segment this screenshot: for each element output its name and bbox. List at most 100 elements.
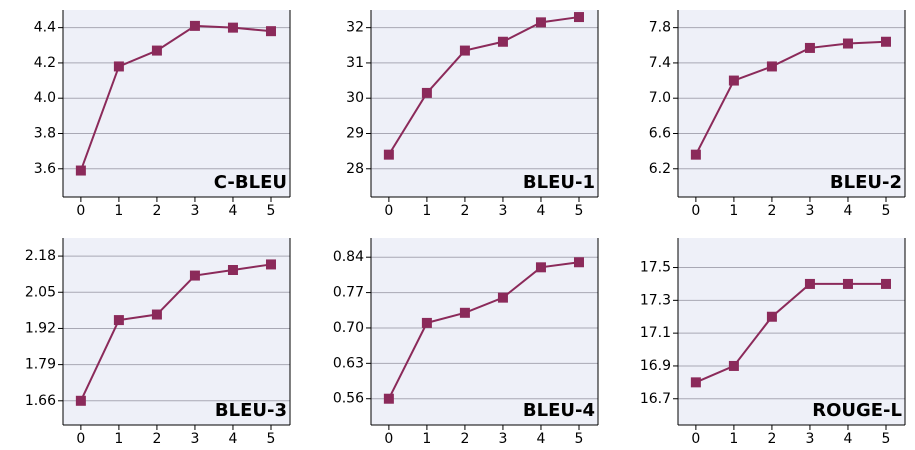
marker	[728, 75, 739, 86]
y-tick-label: 4.4	[34, 20, 56, 36]
x-tick-label: 5	[267, 203, 276, 219]
marker	[880, 278, 891, 289]
series-line	[79, 24, 272, 171]
x-tick-label: 0	[384, 203, 393, 219]
x-tick-label: 3	[805, 431, 814, 447]
y-tick-label: 3.6	[34, 161, 56, 177]
x-tick-label: 4	[844, 431, 853, 447]
x-tick-label: 0	[691, 203, 700, 219]
x-tick-label: 0	[384, 431, 393, 447]
marker	[383, 393, 394, 404]
marker	[690, 149, 701, 160]
x-tick-label: 4	[844, 203, 853, 219]
marker	[804, 278, 815, 289]
series-line	[79, 263, 272, 402]
x-tick-label: 1	[422, 431, 431, 447]
x-tick-label: 5	[267, 431, 276, 447]
marker	[690, 377, 701, 388]
x-tick-label: 3	[498, 431, 507, 447]
y-tick-label: 4.2	[34, 55, 56, 71]
y-tick-label: 0.56	[333, 391, 364, 407]
y-tick-label: 29	[346, 125, 364, 141]
x-tick-label: 3	[805, 203, 814, 219]
series-line	[387, 261, 580, 400]
y-tick-label: 16.7	[640, 391, 671, 407]
x-tick-label: 4	[537, 431, 546, 447]
chart-title: ROUGE-L	[812, 400, 902, 421]
marker	[151, 309, 162, 320]
x-tick-label: 4	[537, 203, 546, 219]
y-tick-label: 17.3	[640, 292, 671, 308]
y-tick-label: 4.0	[34, 90, 56, 106]
x-tick-label: 3	[498, 203, 507, 219]
y-tick-label: 1.92	[25, 320, 56, 336]
marker	[880, 36, 891, 47]
x-tick-label: 3	[190, 203, 199, 219]
y-tick-label: 2.18	[25, 248, 56, 264]
y-tick-label: 1.66	[25, 393, 56, 409]
marker	[766, 61, 777, 72]
marker	[227, 22, 238, 33]
x-tick-label: 4	[229, 431, 238, 447]
y-tick-label: 6.2	[649, 161, 671, 177]
x-tick-label: 2	[152, 203, 161, 219]
marker	[766, 311, 777, 322]
x-tick-label: 0	[76, 203, 85, 219]
x-tick-label: 2	[152, 431, 161, 447]
marker	[497, 36, 508, 47]
marker	[535, 262, 546, 273]
marker	[459, 307, 470, 318]
plot-area	[63, 10, 290, 197]
y-tick-label: 0.63	[333, 355, 364, 371]
marker	[728, 360, 739, 371]
plot-area	[678, 10, 905, 197]
marker	[265, 259, 276, 270]
plot-area	[63, 238, 290, 425]
chart-title: BLEU-2	[830, 172, 902, 193]
marker	[265, 26, 276, 37]
y-tick-label: 7.4	[649, 55, 671, 71]
chart-title: C-BLEU	[214, 172, 287, 193]
marker	[75, 395, 86, 406]
x-tick-label: 2	[767, 431, 776, 447]
chart-title: BLEU-4	[523, 400, 595, 421]
y-tick-label: 0.77	[333, 285, 364, 301]
marker	[573, 257, 584, 268]
chart-title: BLEU-3	[215, 400, 287, 421]
x-tick-label: 1	[114, 431, 123, 447]
y-tick-label: 31	[346, 55, 364, 71]
marker	[535, 17, 546, 28]
x-tick-label: 1	[114, 203, 123, 219]
y-tick-label: 1.79	[25, 357, 56, 373]
y-tick-label: 6.6	[649, 125, 671, 141]
x-tick-label: 1	[422, 203, 431, 219]
y-tick-label: 7.8	[649, 20, 671, 36]
x-tick-label: 5	[575, 431, 584, 447]
marker	[573, 12, 584, 23]
x-tick-label: 0	[691, 431, 700, 447]
y-tick-label: 30	[346, 90, 364, 106]
x-tick-label: 1	[729, 203, 738, 219]
x-tick-label: 5	[882, 203, 891, 219]
marker	[842, 38, 853, 49]
marker	[227, 265, 238, 276]
x-tick-label: 2	[767, 203, 776, 219]
marker	[189, 20, 200, 31]
marker	[113, 315, 124, 326]
x-tick-label: 0	[76, 431, 85, 447]
x-tick-label: 5	[575, 203, 584, 219]
y-tick-label: 17.5	[640, 260, 671, 276]
x-tick-label: 3	[190, 431, 199, 447]
x-tick-label: 2	[460, 431, 469, 447]
series-line	[695, 282, 886, 384]
marker	[421, 317, 432, 328]
y-tick-label: 3.8	[34, 125, 56, 141]
marker	[804, 42, 815, 53]
y-tick-label: 0.70	[333, 320, 364, 336]
y-tick-label: 0.84	[333, 249, 364, 265]
series-line	[694, 40, 887, 156]
x-tick-label: 4	[229, 203, 238, 219]
plot-area	[678, 238, 905, 425]
y-tick-label: 17.1	[640, 325, 671, 341]
